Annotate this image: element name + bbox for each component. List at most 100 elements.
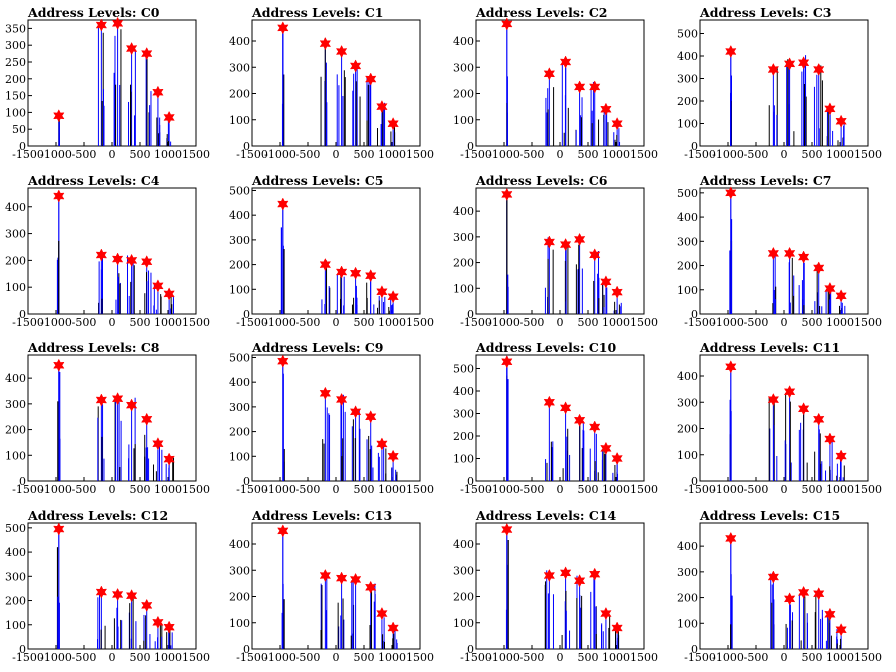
peak-marker — [501, 355, 513, 369]
peak-marker — [349, 572, 362, 587]
chart-title: Address Levels: C4 — [27, 173, 160, 188]
peak-marker — [277, 524, 289, 538]
peak-marker — [824, 432, 836, 446]
peak-marker — [767, 570, 780, 584]
peak-marker — [767, 246, 780, 260]
x-tick-label: 0 — [557, 148, 564, 161]
x-tick-label: 500 — [802, 316, 823, 329]
y-tick-label: 400 — [229, 538, 250, 551]
peak-marker — [767, 62, 780, 77]
x-tick-label: -500 — [744, 316, 769, 329]
peak-marker — [335, 571, 348, 585]
peak-marker — [835, 449, 847, 463]
peak-marker — [725, 531, 737, 545]
y-tick-label: 200 — [677, 95, 698, 108]
x-tick-label: -500 — [744, 148, 769, 161]
peak-marker — [573, 413, 586, 427]
x-tick-label: -1500 — [460, 316, 492, 329]
y-tick-label: 500 — [5, 522, 26, 535]
x-tick-label: 0 — [557, 316, 564, 329]
x-tick-label: -500 — [520, 651, 545, 664]
x-tick-label: 0 — [333, 651, 340, 664]
x-tick-label: -1000 — [712, 316, 744, 329]
y-tick-label: 0 — [467, 475, 474, 488]
x-tick-label: 1500 — [182, 483, 210, 496]
peak-marker — [835, 289, 847, 303]
chart-panel-15: Address Levels: C15 0 100 200 300 400 -1500-10… — [677, 508, 882, 664]
peak-marker — [111, 16, 124, 30]
x-tick-label: -1500 — [460, 483, 492, 496]
x-tick-label: 1500 — [630, 148, 658, 161]
x-tick-label: -1000 — [40, 148, 72, 161]
peak-marker — [589, 420, 601, 434]
x-tick-label: -1500 — [460, 651, 492, 664]
peak-marker — [53, 358, 65, 372]
x-tick-label: 500 — [354, 483, 375, 496]
chart-panel-2: Address Levels: C2 0 100 200 300 400 -1500-100… — [453, 5, 658, 161]
chart-panel-14: Address Levels: C14 0 100 200 300 400 -1500-10… — [453, 508, 658, 664]
y-tick-label: 400 — [677, 211, 698, 224]
plot-frame — [699, 354, 869, 482]
x-tick-label: 1500 — [854, 316, 882, 329]
peak-marker — [611, 621, 623, 635]
x-tick-label: 1000 — [826, 483, 854, 496]
peak-marker — [835, 623, 847, 637]
y-tick-label: 300 — [677, 396, 698, 409]
peak-marker — [376, 285, 388, 299]
peak-marker — [111, 587, 124, 602]
peak-marker — [767, 393, 780, 407]
x-tick-label: 1000 — [154, 483, 182, 496]
plot-frame — [251, 354, 421, 482]
chart-title: Address Levels: C10 — [475, 340, 617, 355]
x-tick-label: -1500 — [12, 316, 44, 329]
plot-frame — [475, 354, 645, 482]
peak-marker — [95, 248, 108, 262]
peak-marker — [573, 80, 586, 94]
x-tick-label: 1000 — [826, 316, 854, 329]
peak-marker — [365, 269, 377, 283]
x-tick-label: 1000 — [378, 483, 406, 496]
peak-marker — [387, 290, 399, 304]
peak-marker — [141, 412, 153, 426]
x-tick-label: -1000 — [488, 483, 520, 496]
y-tick-label: 200 — [453, 430, 474, 443]
y-tick-label: 200 — [677, 592, 698, 605]
y-tick-label: 100 — [5, 281, 26, 294]
x-tick-label: -1500 — [236, 651, 268, 664]
chart-panel-13: Address Levels: C13 0 100 200 300 400 -1500-10… — [229, 508, 434, 664]
x-tick-label: 1000 — [602, 483, 630, 496]
peak-marker — [365, 410, 377, 424]
peak-marker — [277, 197, 289, 211]
y-tick-label: 200 — [229, 259, 250, 272]
peak-marker — [163, 620, 175, 634]
x-tick-label: 1500 — [182, 148, 210, 161]
y-tick-label: 300 — [5, 228, 26, 241]
y-tick-label: 300 — [677, 73, 698, 86]
x-tick-label: -1000 — [488, 316, 520, 329]
peak-marker — [559, 401, 572, 415]
peak-marker — [53, 109, 65, 123]
y-tick-label: 0 — [467, 643, 474, 656]
peak-marker — [813, 261, 825, 275]
peak-marker — [335, 44, 348, 59]
y-tick-label: 500 — [229, 184, 250, 197]
y-tick-label: 400 — [677, 370, 698, 383]
peak-marker — [783, 57, 796, 71]
peak-marker — [111, 252, 124, 266]
peak-marker — [387, 449, 399, 463]
x-tick-label: 1500 — [630, 316, 658, 329]
peak-marker — [111, 392, 124, 406]
x-tick-label: 0 — [333, 316, 340, 329]
x-tick-label: -1500 — [684, 651, 716, 664]
x-tick-label: -500 — [72, 148, 97, 161]
peak-marker — [797, 585, 810, 599]
chart-title: Address Levels: C2 — [475, 5, 608, 20]
x-tick-label: -1000 — [264, 483, 296, 496]
y-tick-label: 200 — [453, 88, 474, 101]
peak-marker — [813, 587, 825, 601]
x-tick-label: 1000 — [154, 316, 182, 329]
peak-marker — [824, 281, 836, 296]
y-tick-label: 0 — [691, 475, 698, 488]
y-tick-label: 200 — [229, 591, 250, 604]
peak-marker — [543, 67, 556, 81]
